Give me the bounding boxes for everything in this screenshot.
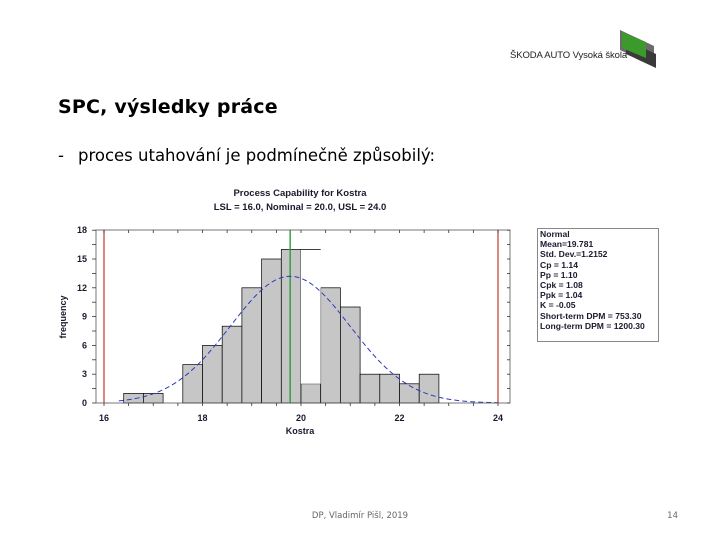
histogram-bar [280,249,302,404]
stat-line: Cp = 1.14 [540,259,578,270]
chart-title: Process Capability for Kostra [233,188,367,199]
x-tick-label: 18 [197,413,207,423]
histogram-bar [123,393,144,404]
stat-line: Mean=19.781 [540,239,594,250]
bullet-text: proces utahování je podmínečně způsobilý… [77,146,436,165]
stat-line: Ppk = 1.04 [540,290,583,301]
histogram-bar [340,306,361,404]
x-axis-label: Kostra [286,426,316,436]
histogram-bar [261,258,282,404]
x-tick-label: 24 [493,413,503,423]
stat-line: Pp = 1.10 [540,269,578,280]
chart-subtitle: LSL = 16.0, Nominal = 20.0, USL = 24.0 [213,202,387,213]
bullet-dash: - [58,146,64,165]
footer-text: DP, Vladimír Pišl, 2019 [311,511,409,521]
histogram-bar [359,373,381,404]
histogram-bar [202,345,223,404]
logo-text: ŠKODA AUTO Vysoká škola [510,50,628,61]
y-tick-label: 12 [77,283,87,293]
histogram-bar [241,287,262,404]
histogram-bar [221,325,243,404]
x-tick-label: 22 [394,413,404,423]
stat-line: Short-term DPM = 753.30 [540,310,642,321]
slide-title: SPC, výsledky práce [58,96,278,118]
histogram-bar [320,287,341,404]
y-tick-label: 6 [82,340,87,350]
stat-line: Long-term DPM = 1200.30 [540,320,645,331]
x-tick-label: 16 [99,413,109,423]
histogram-bar [418,373,440,404]
stat-line: Normal [540,229,570,239]
stat-line: Cpk = 1.08 [540,280,583,291]
histogram-bar [300,383,322,404]
y-axis-label: frequency [58,295,68,338]
y-tick-label: 18 [77,225,87,235]
skoda-auto-logo: ŠKODA AUTO Vysoká škola [510,28,660,70]
stat-line: Std. Dev.=1.2152 [540,249,608,260]
histogram-bar [399,383,420,404]
histogram-bar [182,364,203,404]
y-tick-label: 15 [77,254,87,264]
stats-box: Normal Mean=19.781 Std. Dev.=1.2152 Cp = 1.… [537,228,659,342]
bullet-item: - proces utahování je podmínečně způsobil… [58,146,435,165]
y-tick-label: 0 [82,398,87,408]
y-tick-label: 9 [82,312,87,322]
x-tick-label: 20 [296,413,306,423]
logo-mark-icon [620,30,656,68]
normal-curve [118,275,499,404]
stat-line: K = -0.05 [540,300,576,311]
histogram-bar [379,373,400,404]
histogram-gap [301,249,321,384]
y-tick-label: 3 [82,369,87,379]
histogram-bar [143,393,164,404]
page-number: 14 [667,511,678,521]
